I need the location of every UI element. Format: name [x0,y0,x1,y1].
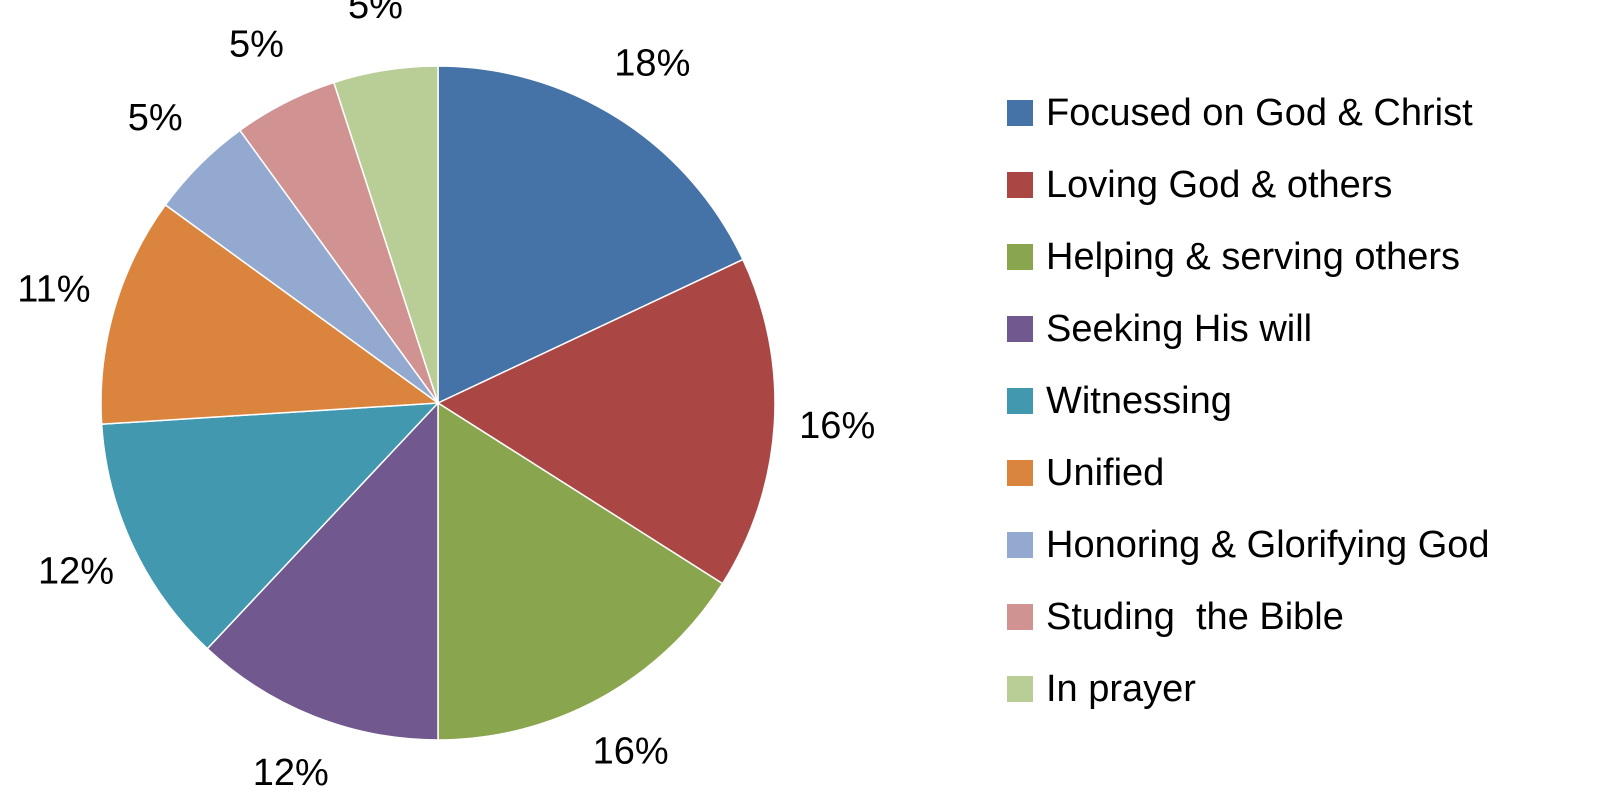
pie-slice [437,401,724,741]
legend-swatch [1007,604,1033,630]
data-label: 12% [38,550,114,592]
data-label: 5% [348,0,403,27]
legend-label: Studing the Bible [1046,596,1344,638]
data-label: 12% [253,752,329,794]
legend-swatch [1007,676,1033,702]
data-label: 16% [799,405,875,447]
legend-swatch [1007,388,1033,414]
legend-label: Loving God & others [1046,164,1392,206]
data-label: 16% [593,731,669,773]
pie-slice [206,401,439,741]
pie-slice [100,402,440,650]
legend-label: Witnessing [1046,380,1232,422]
data-label: 5% [229,24,284,66]
legend-label: Honoring & Glorifying God [1046,524,1490,566]
legend-swatch [1007,460,1033,486]
pie-slice [100,203,441,425]
legend-label: In prayer [1046,668,1196,710]
pie-slice [332,65,439,404]
pie-slice [436,258,776,585]
legend-swatch [1007,100,1033,126]
legend-swatch [1007,244,1033,270]
pie-slice [437,65,744,405]
data-label: 5% [128,97,183,139]
legend-label: Helping & serving others [1046,236,1460,278]
legend-swatch [1007,172,1033,198]
data-label: 11% [17,268,90,310]
legend-label: Seeking His will [1046,308,1312,350]
legend-swatch [1007,316,1033,342]
data-label: 18% [614,42,690,84]
legend-label: Unified [1046,452,1164,494]
legend-swatch [1007,532,1033,558]
legend-label: Focused on God & Christ [1046,92,1473,134]
